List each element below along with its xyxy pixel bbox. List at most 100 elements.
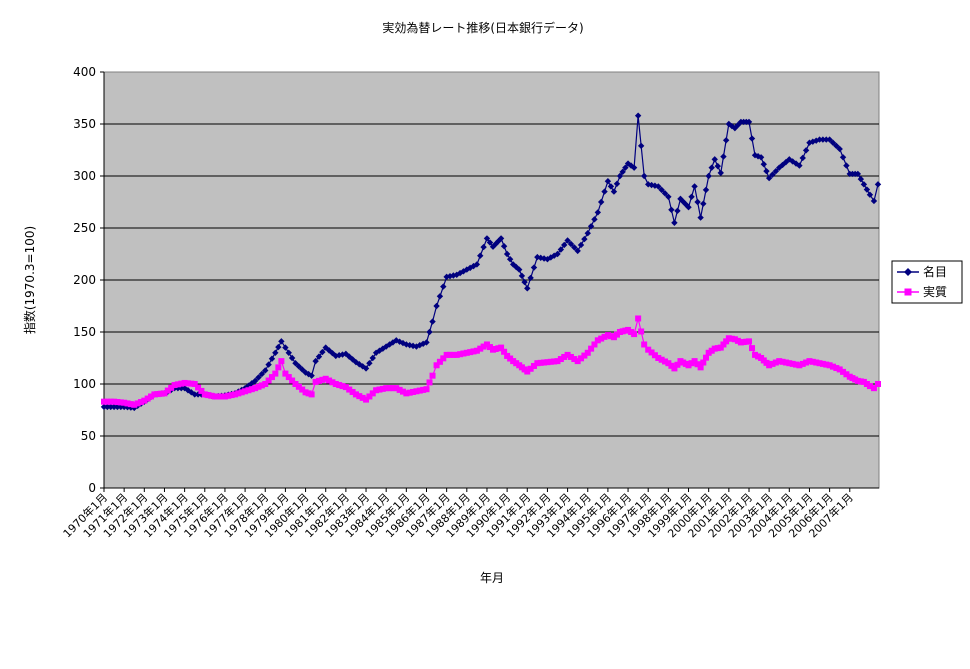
data-point	[661, 190, 669, 197]
data-point	[245, 387, 252, 394]
data-point	[755, 353, 762, 360]
data-point	[619, 168, 626, 176]
data-point	[238, 389, 245, 396]
data-point	[426, 328, 433, 336]
data-point	[604, 332, 611, 339]
data-point	[486, 344, 493, 351]
data-point	[144, 395, 151, 402]
data-point	[326, 377, 333, 384]
data-point	[854, 377, 861, 384]
data-point	[429, 372, 436, 379]
data-point	[453, 351, 460, 358]
data-point	[748, 135, 756, 142]
data-point	[574, 247, 581, 255]
data-point	[504, 352, 511, 359]
data-point	[178, 380, 185, 387]
y-axis-label: 指数(1970.3=100)	[22, 226, 37, 334]
data-point	[688, 360, 695, 367]
data-point	[839, 154, 847, 161]
data-point	[305, 390, 312, 397]
data-point	[708, 164, 715, 171]
data-point	[731, 336, 738, 343]
data-point	[863, 381, 870, 387]
data-point	[591, 341, 598, 348]
data-point	[587, 223, 595, 230]
data-point	[315, 353, 323, 360]
data-point	[376, 386, 383, 393]
series-layer	[100, 112, 882, 412]
data-point	[677, 195, 684, 203]
data-point	[610, 188, 618, 195]
data-point	[823, 361, 830, 368]
data-point	[554, 250, 561, 258]
data-point	[616, 172, 624, 180]
data-point	[734, 121, 742, 129]
data-point	[164, 387, 171, 394]
data-point	[779, 358, 786, 365]
data-point	[151, 391, 158, 398]
data-point	[725, 335, 732, 342]
data-point	[803, 359, 810, 366]
legend-label-real: 実質	[923, 284, 947, 299]
data-point	[728, 335, 735, 342]
legend-marker-nominal	[904, 268, 912, 276]
data-point	[723, 338, 730, 345]
data-point	[601, 188, 608, 195]
data-point	[363, 396, 370, 403]
data-point	[268, 374, 275, 381]
data-point	[833, 142, 840, 150]
data-point	[413, 388, 420, 395]
data-point	[551, 358, 558, 365]
data-point	[265, 377, 272, 384]
data-point	[601, 333, 608, 340]
data-point	[278, 358, 285, 365]
data-point	[232, 391, 239, 398]
data-point	[429, 318, 436, 325]
data-point	[255, 383, 262, 390]
data-point	[366, 360, 373, 367]
data-point	[679, 198, 687, 205]
data-point	[500, 243, 508, 250]
data-point	[637, 142, 645, 150]
data-point	[870, 385, 877, 392]
data-point	[688, 193, 695, 200]
data-point	[518, 272, 526, 280]
data-point	[308, 372, 315, 379]
y-tick-label: 350	[73, 117, 96, 131]
data-point	[289, 377, 296, 384]
data-point	[598, 335, 605, 342]
data-point	[705, 349, 712, 356]
data-point	[497, 235, 505, 242]
data-point	[745, 338, 752, 345]
data-point	[184, 380, 191, 387]
y-tick-label: 50	[81, 429, 96, 443]
data-point	[406, 389, 413, 396]
data-point	[513, 360, 520, 367]
data-point	[561, 353, 568, 360]
legend-box	[891, 260, 963, 304]
data-point	[285, 374, 292, 381]
data-point	[776, 358, 783, 365]
data-point	[685, 204, 692, 211]
data-point	[288, 354, 296, 362]
data-point	[198, 387, 205, 394]
data-point	[527, 274, 534, 282]
data-point	[833, 365, 840, 372]
data-point	[208, 392, 215, 399]
data-point	[571, 244, 578, 251]
data-point	[104, 403, 111, 411]
y-tick-label: 250	[73, 221, 96, 235]
data-point	[554, 358, 561, 365]
data-point	[557, 356, 564, 363]
data-point	[843, 162, 850, 169]
data-point	[225, 392, 232, 399]
y-axis: 0 50 100 150 200 250 300 350 400	[73, 65, 105, 495]
data-point	[154, 391, 161, 398]
data-point	[641, 341, 648, 348]
data-point	[655, 183, 662, 190]
data-point	[757, 154, 765, 161]
data-point	[826, 136, 833, 143]
data-point	[107, 403, 114, 411]
data-point	[685, 362, 692, 369]
